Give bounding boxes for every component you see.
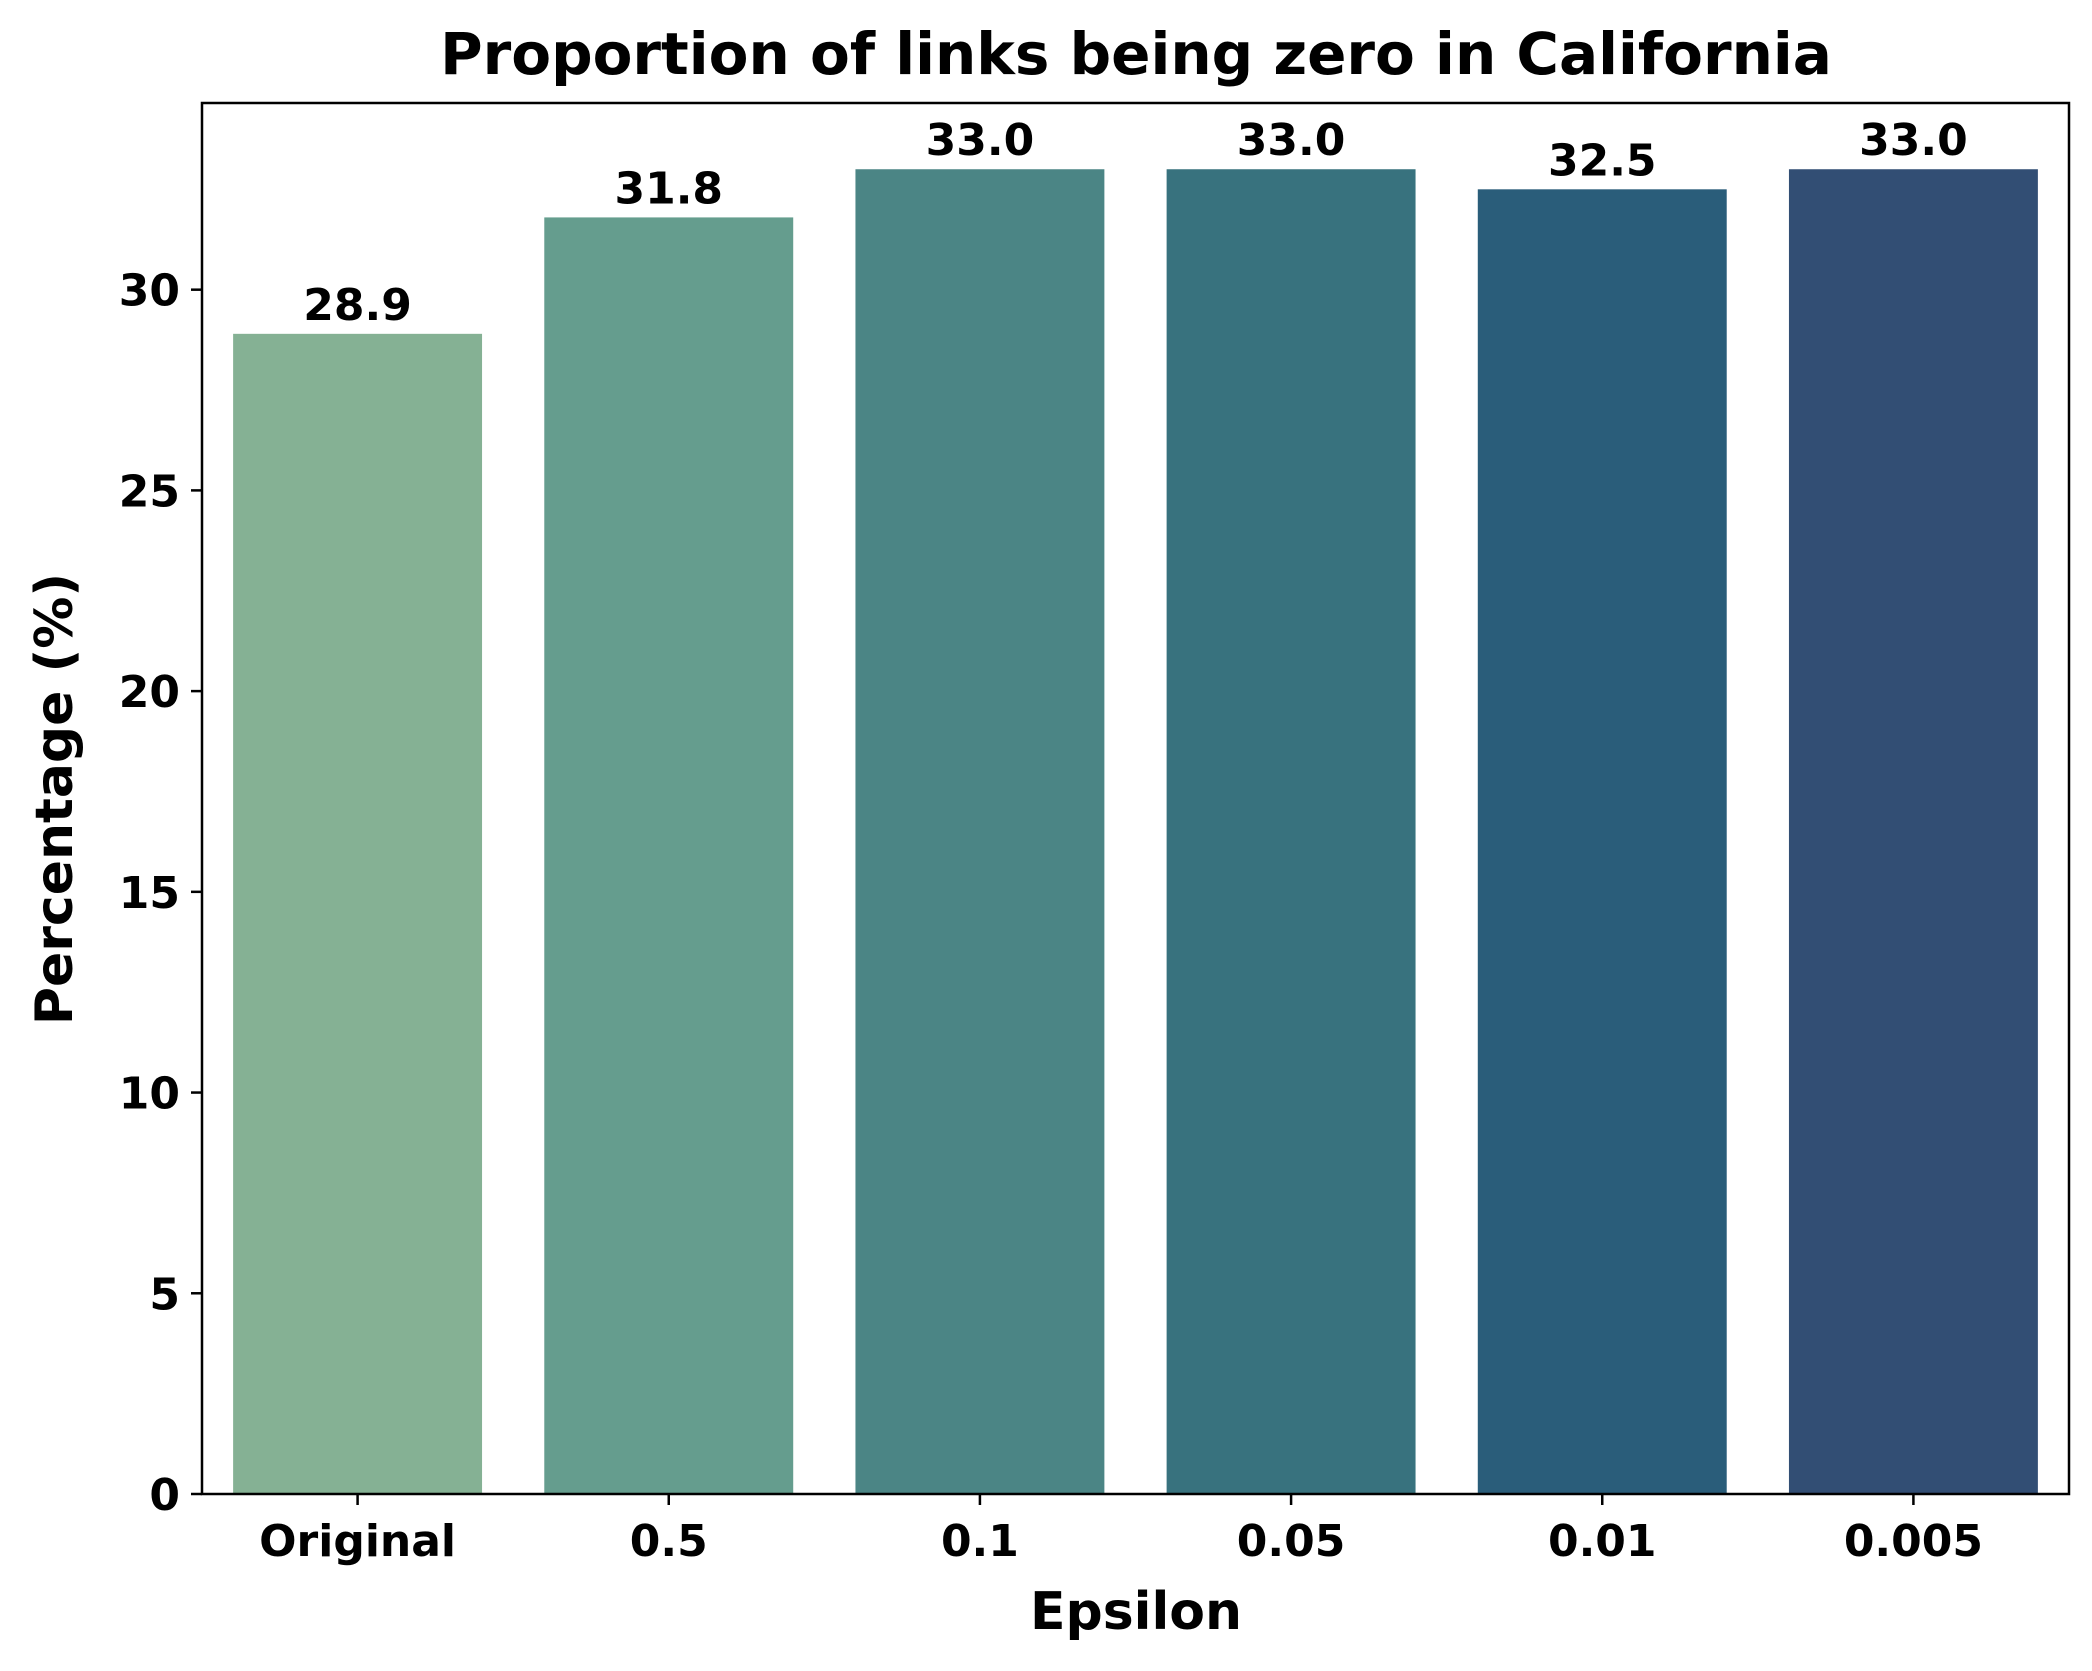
bar-value-label: 33.0 xyxy=(1237,115,1346,166)
bar-0-5 xyxy=(544,217,794,1494)
x-tick-label: 0.005 xyxy=(1844,1516,1983,1567)
bar-original xyxy=(233,333,483,1494)
bar-0-05 xyxy=(1166,169,1416,1495)
bar-0-1 xyxy=(855,169,1105,1495)
y-tick-label: 5 xyxy=(149,1269,180,1320)
x-axis: Original 0.5 0.1 0.05 0.01 0.005 xyxy=(259,1494,1983,1567)
bars-group xyxy=(233,169,2038,1495)
x-tick-label: 0.1 xyxy=(941,1516,1019,1567)
y-tick-label: 10 xyxy=(119,1069,180,1120)
y-tick-label: 15 xyxy=(119,868,180,919)
bar-value-label: 28.9 xyxy=(303,280,412,331)
y-tick-label: 30 xyxy=(119,266,180,317)
x-tick-label: 0.05 xyxy=(1237,1516,1346,1567)
bar-value-label: 33.0 xyxy=(926,115,1035,166)
x-tick-label: 0.01 xyxy=(1548,1516,1657,1567)
x-tick-label: Original xyxy=(259,1516,456,1567)
bar-0-005 xyxy=(1788,169,2038,1495)
bar-value-label: 32.5 xyxy=(1548,135,1657,186)
y-tick-label: 20 xyxy=(119,667,180,718)
x-tick-label: 0.5 xyxy=(630,1516,708,1567)
y-axis-label: Percentage (%) xyxy=(25,573,85,1025)
x-axis-label: Epsilon xyxy=(1030,1582,1242,1642)
y-axis: 0 5 10 15 20 25 30 xyxy=(119,266,202,1521)
y-tick-label: 0 xyxy=(149,1470,180,1521)
y-tick-label: 25 xyxy=(119,466,180,517)
bar-value-label: 33.0 xyxy=(1859,115,1968,166)
bar-0-01 xyxy=(1477,189,1727,1494)
plot-frame xyxy=(200,101,2071,1496)
value-labels-group: 28.9 31.8 33.0 33.0 32.5 33.0 xyxy=(303,115,1967,331)
chart-title: Proportion of links being zero in Califo… xyxy=(440,20,1832,88)
bar-value-label: 31.8 xyxy=(614,163,723,214)
